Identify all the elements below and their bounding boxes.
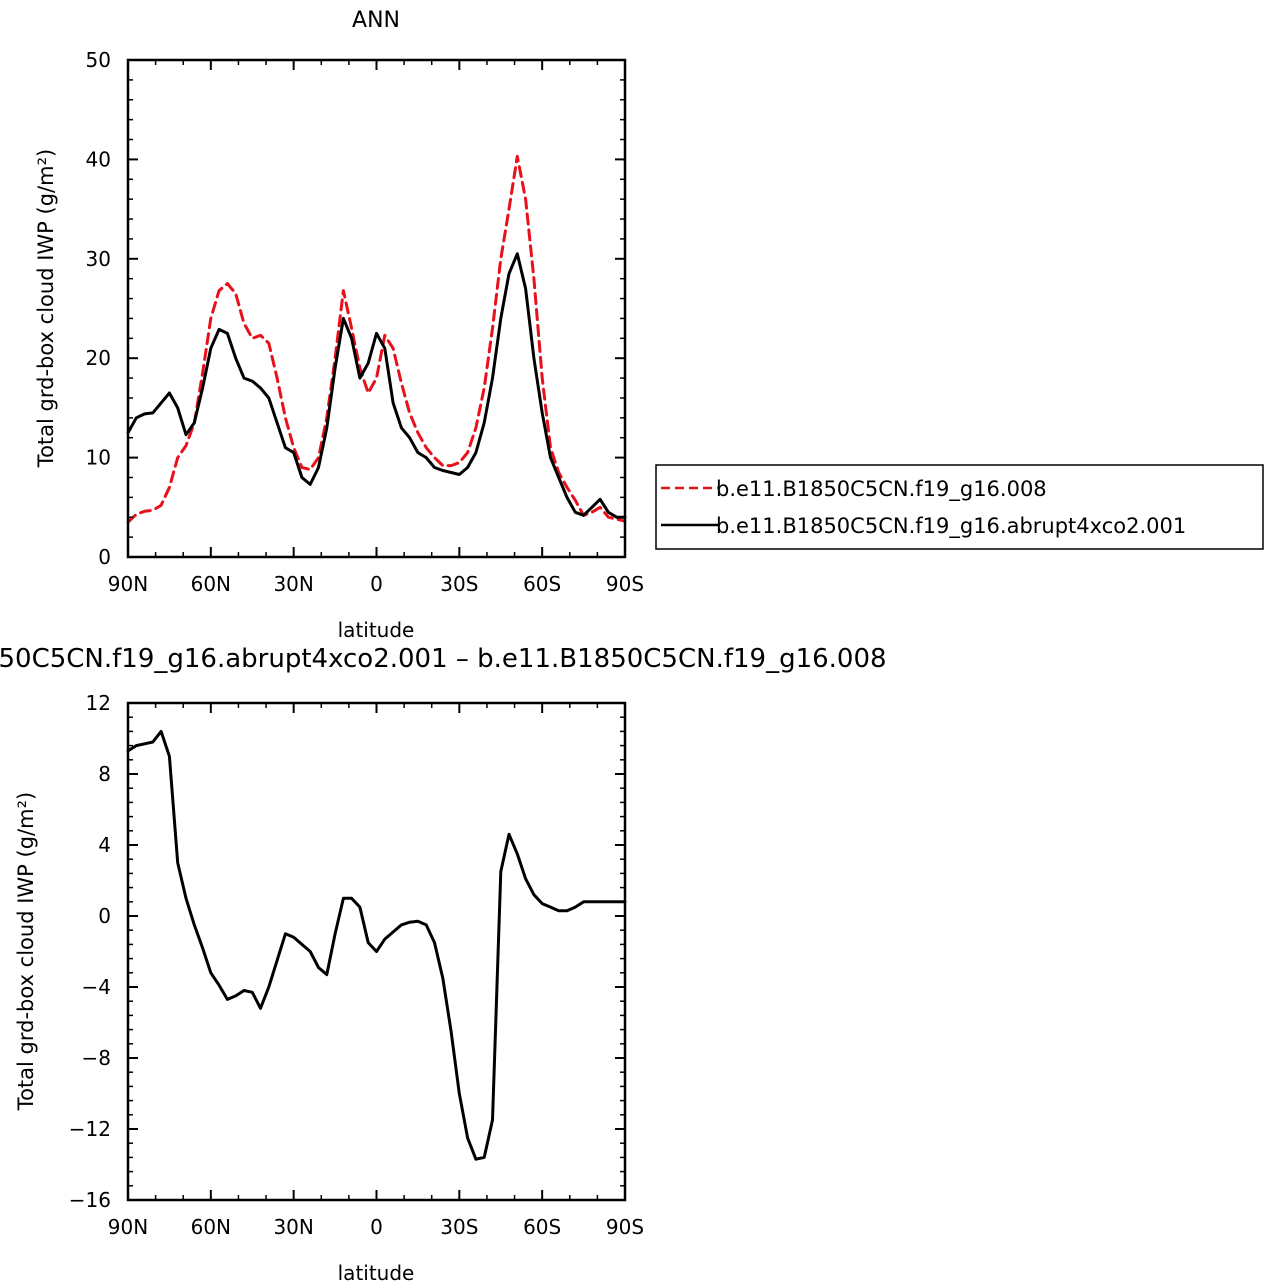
top-x-tick-label: 30N bbox=[273, 572, 313, 596]
top-series-lines bbox=[126, 154, 627, 524]
top-x-tick-label: 60N bbox=[191, 572, 231, 596]
top-plot-frame bbox=[126, 58, 627, 559]
top-chart-title: ANN bbox=[352, 8, 400, 33]
bottom-chart-title: b.e11.B1850C5CN.f19_g16.abrupt4xco2.001 … bbox=[0, 644, 887, 674]
top-y-tick-label: 0 bbox=[98, 545, 111, 569]
bottom-series-line-0 bbox=[126, 729, 627, 1161]
top-x-tick-label: 30S bbox=[440, 572, 478, 596]
bottom-y-axis-label: Total grd-box cloud IWP (g/m²) bbox=[14, 792, 38, 1111]
legend-label-control: b.e11.B1850C5CN.f19_g16.008 bbox=[716, 477, 1047, 502]
top-x-tick-label: 60S bbox=[523, 572, 561, 596]
bottom-y-tick-label: 12 bbox=[86, 691, 111, 715]
bottom-y-tick-label: 8 bbox=[98, 762, 111, 786]
bottom-x-tick-label: 90S bbox=[606, 1215, 644, 1239]
top-x-axis-label: latitude bbox=[338, 618, 415, 642]
top-y-tick-label: 20 bbox=[86, 346, 111, 370]
bottom-x-tick-label: 30S bbox=[440, 1215, 478, 1239]
bottom-y-tick-label: −4 bbox=[82, 975, 111, 999]
legend-box bbox=[655, 464, 1264, 550]
bottom-y-tick-label: −12 bbox=[69, 1117, 111, 1141]
top-series-line-0 bbox=[126, 154, 627, 524]
top-series-line-1 bbox=[126, 252, 627, 519]
top-x-tick-label: 0 bbox=[370, 572, 383, 596]
bottom-x-tick-label: 30N bbox=[273, 1215, 313, 1239]
legend: b.e11.B1850C5CN.f19_g16.008 b.e11.B1850C… bbox=[655, 464, 1264, 550]
bottom-y-tick-label: 0 bbox=[98, 904, 111, 928]
top-x-tick-label: 90S bbox=[606, 572, 644, 596]
bottom-y-tick-label: −8 bbox=[82, 1046, 111, 1070]
top-y-axis-label: Total grd-box cloud IWP (g/m²) bbox=[34, 149, 58, 468]
top-y-tick-label: 10 bbox=[86, 446, 111, 470]
bottom-axis-ticks: 90N 60N 30N 0 30S 60S 90S −16 −12 −8 −4 0 4 8 12 bbox=[69, 691, 644, 1239]
legend-label-abrupt4xco2: b.e11.B1850C5CN.f19_g16.abrupt4xco2.001 bbox=[716, 514, 1186, 539]
bottom-x-tick-label: 60S bbox=[523, 1215, 561, 1239]
top-x-tick-label: 90N bbox=[108, 572, 148, 596]
bottom-y-tick-label: −16 bbox=[69, 1188, 111, 1212]
bottom-panel: b.e11.B1850C5CN.f19_g16.abrupt4xco2.001 … bbox=[0, 644, 887, 1285]
bottom-x-axis-label: latitude bbox=[338, 1261, 415, 1285]
bottom-x-tick-label: 90N bbox=[108, 1215, 148, 1239]
top-y-tick-label: 30 bbox=[86, 247, 111, 271]
top-panel: ANN 90N 60N 30N 0 30S 60S 90S 0 10 20 30 40 50 Total… bbox=[34, 8, 644, 642]
bottom-x-tick-label: 0 bbox=[370, 1215, 383, 1239]
top-y-tick-label: 50 bbox=[86, 48, 111, 72]
top-y-tick-label: 40 bbox=[86, 147, 111, 171]
bottom-y-tick-label: 4 bbox=[98, 833, 111, 857]
bottom-x-tick-label: 60N bbox=[191, 1215, 231, 1239]
top-axis-ticks: 90N 60N 30N 0 30S 60S 90S 0 10 20 30 40 50 bbox=[86, 48, 645, 596]
bottom-series-lines bbox=[126, 729, 627, 1161]
